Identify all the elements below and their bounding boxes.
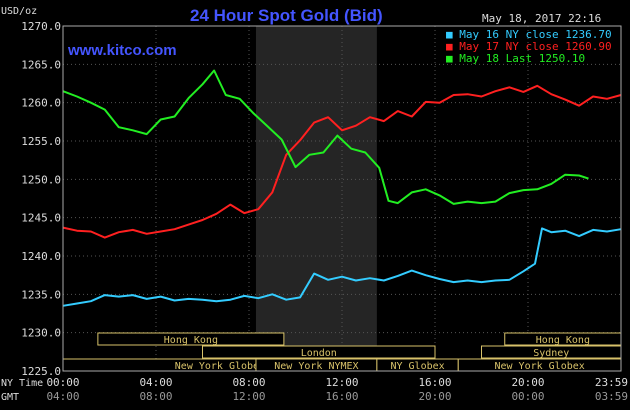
gmt-time-tick: 20:00 bbox=[418, 390, 451, 403]
ny-time-tick: 00:00 bbox=[46, 376, 79, 389]
market-label: NY Globex bbox=[390, 361, 444, 372]
y-tick-label: 1270.0 bbox=[21, 20, 61, 33]
legend-entry-may17: ■ May 17 NY close 1260.90 bbox=[446, 40, 612, 53]
legend-entry-may16: ■ May 16 NY close 1236.70 bbox=[446, 28, 612, 41]
y-tick-label: 1250.0 bbox=[21, 173, 61, 186]
legend: ■ May 16 NY close 1236.70 ■ May 17 NY cl… bbox=[446, 28, 612, 65]
ny-time-row-label: NY Time bbox=[1, 378, 43, 389]
chart-date: May 18, 2017 22:16 bbox=[482, 12, 601, 25]
series-line-may-17 bbox=[62, 84, 622, 239]
gmt-time-tick: 16:00 bbox=[325, 390, 358, 403]
market-bar bbox=[202, 345, 436, 359]
ny-time-tick: 08:00 bbox=[232, 376, 265, 389]
y-axis-labels: 1270.0 1265.0 1260.0 1255.0 1250.0 1245.0 1240… bbox=[21, 20, 61, 378]
y-tick-label: 1255.0 bbox=[21, 135, 61, 148]
market-label: Sydney bbox=[533, 348, 569, 359]
chart-title: 24 Hour Spot Gold (Bid) bbox=[190, 6, 383, 25]
ny-time-tick: 04:00 bbox=[139, 376, 172, 389]
nymex-session-shade bbox=[255, 26, 377, 371]
series-line-may-16 bbox=[62, 227, 622, 307]
gmt-time-tick: 03:59 bbox=[595, 390, 628, 403]
market-label: London bbox=[301, 348, 337, 359]
market-label: Hong Kong bbox=[164, 335, 218, 346]
x-axis-labels: NY TimeGMT00:0004:0004:0008:0008:0012:00… bbox=[1, 376, 628, 403]
unit-label: USD/oz bbox=[1, 6, 37, 17]
y-tick-label: 1260.0 bbox=[21, 97, 61, 110]
y-tick-label: 1235.0 bbox=[21, 288, 61, 301]
market-label: New York Globex bbox=[494, 361, 584, 372]
y-tick-label: 1230.0 bbox=[21, 327, 61, 340]
market-bar bbox=[97, 332, 285, 346]
gmt-time-tick: 12:00 bbox=[232, 390, 265, 403]
y-tick-label: 1240.0 bbox=[21, 250, 61, 263]
market-label: New York Globex bbox=[175, 361, 265, 372]
market-label: New York NYMEX bbox=[274, 361, 358, 372]
gmt-time-tick: 00:00 bbox=[511, 390, 544, 403]
site-watermark: www.kitco.com bbox=[67, 42, 177, 59]
ny-time-tick: 16:00 bbox=[418, 376, 451, 389]
legend-entry-may18: ■ May 18 Last 1250.10 bbox=[446, 52, 585, 65]
y-tick-label: 1245.0 bbox=[21, 212, 61, 225]
y-tick-label: 1265.0 bbox=[21, 58, 61, 71]
gmt-time-tick: 08:00 bbox=[139, 390, 172, 403]
gmt-row-label: GMT bbox=[1, 392, 19, 403]
y-tick-label: 1225.0 bbox=[21, 365, 61, 378]
ny-time-tick: 12:00 bbox=[325, 376, 358, 389]
market-session-bars: Hong Kong London New York Globex New York N… bbox=[62, 332, 622, 372]
plot-frame bbox=[62, 25, 622, 372]
ny-time-tick: 23:59 bbox=[595, 376, 628, 389]
series-line-may-18 bbox=[62, 69, 589, 205]
market-label: Hong Kong bbox=[536, 335, 590, 346]
price-series bbox=[62, 69, 622, 307]
ny-time-tick: 20:00 bbox=[511, 376, 544, 389]
gmt-time-tick: 04:00 bbox=[46, 390, 79, 403]
